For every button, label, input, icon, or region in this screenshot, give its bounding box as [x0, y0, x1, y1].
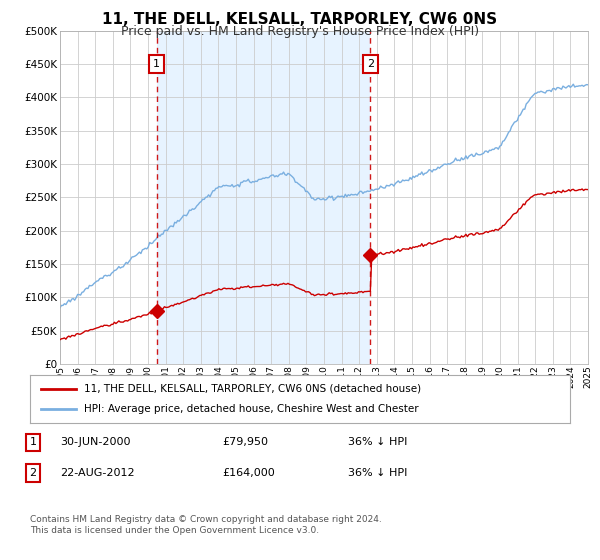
Text: 36% ↓ HPI: 36% ↓ HPI [348, 468, 407, 478]
Text: 11, THE DELL, KELSALL, TARPORLEY, CW6 0NS: 11, THE DELL, KELSALL, TARPORLEY, CW6 0N… [103, 12, 497, 27]
Text: 30-JUN-2000: 30-JUN-2000 [60, 437, 131, 447]
Text: £164,000: £164,000 [222, 468, 275, 478]
Text: 2: 2 [367, 59, 374, 69]
Text: 1: 1 [154, 59, 160, 69]
Text: Price paid vs. HM Land Registry's House Price Index (HPI): Price paid vs. HM Land Registry's House … [121, 25, 479, 38]
Text: 11, THE DELL, KELSALL, TARPORLEY, CW6 0NS (detached house): 11, THE DELL, KELSALL, TARPORLEY, CW6 0N… [84, 384, 421, 394]
Text: 1: 1 [29, 437, 37, 447]
Text: 36% ↓ HPI: 36% ↓ HPI [348, 437, 407, 447]
Text: Contains HM Land Registry data © Crown copyright and database right 2024.
This d: Contains HM Land Registry data © Crown c… [30, 515, 382, 535]
Text: 22-AUG-2012: 22-AUG-2012 [60, 468, 134, 478]
Bar [157, 31, 370, 364]
Text: HPI: Average price, detached house, Cheshire West and Chester: HPI: Average price, detached house, Ches… [84, 404, 419, 414]
Text: £79,950: £79,950 [222, 437, 268, 447]
Text: 2: 2 [29, 468, 37, 478]
